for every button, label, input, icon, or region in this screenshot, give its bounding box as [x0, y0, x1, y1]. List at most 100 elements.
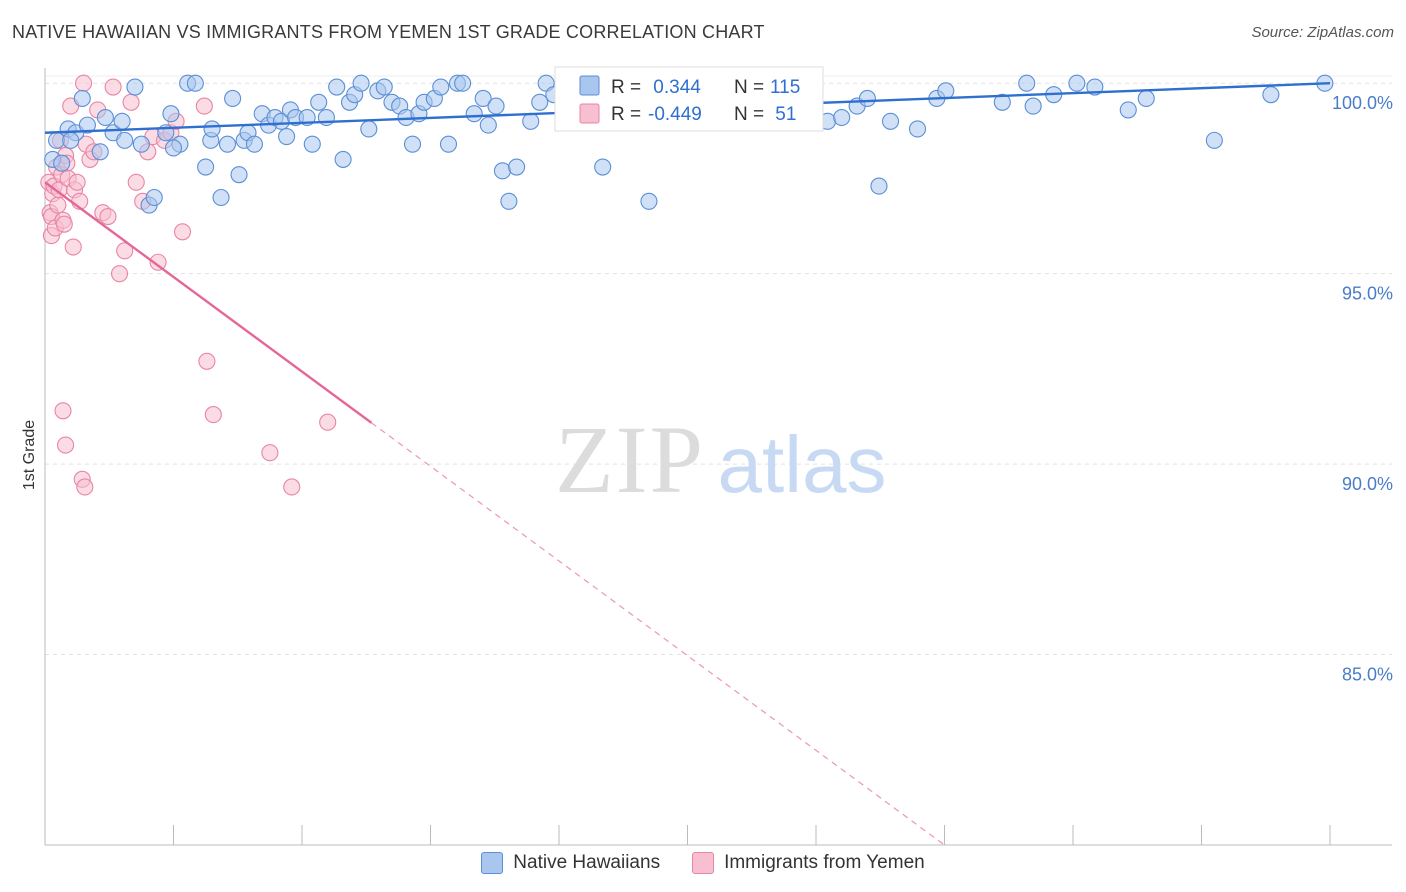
hawaiian-point-10	[116, 131, 134, 149]
yemen-point-37	[149, 253, 167, 271]
hawaiian-point-44	[352, 74, 370, 92]
hawaiian-point-64	[500, 192, 518, 210]
yemen-point-44	[204, 406, 222, 424]
hawaiian-point-75	[594, 158, 612, 176]
legend-item-immigrants-yemen: Immigrants from Yemen	[692, 852, 925, 874]
source-label: Source: ZipAtlas.com	[1251, 24, 1394, 41]
hawaiian-point-99	[937, 82, 955, 100]
hawaiian-point-2	[53, 154, 71, 172]
pink-trend-solid	[44, 181, 373, 424]
hawaiian-point-102	[1024, 97, 1042, 115]
hawaiian-point-41	[334, 150, 352, 168]
hawaiian-point-59	[465, 105, 483, 123]
gridlines	[45, 75, 1392, 656]
legend-item-native-hawaiians: Native Hawaiians	[481, 852, 660, 874]
hawaiian-point-19	[186, 74, 204, 92]
yemen-point-20	[68, 173, 86, 191]
hawaiian-point-7	[91, 143, 109, 161]
yemen-point-18	[64, 238, 82, 256]
hawaiian-point-56	[439, 135, 458, 153]
hawaiian-point-96	[881, 112, 900, 130]
hawaiian-point-8	[96, 108, 114, 127]
hawaiian-point-33	[278, 128, 296, 146]
hawaiian-point-14	[145, 188, 163, 207]
hawaiian-point-12	[132, 135, 150, 153]
hawaiian-point-16	[162, 105, 180, 123]
yemen-point-8	[49, 196, 67, 214]
hawaiian-point-58	[454, 74, 472, 92]
scatter-chart: ZIP atlas 100.0%95.0%90.0%85.0% 0.0%100.…	[21, 66, 1393, 846]
hawaiian-point-114	[203, 120, 221, 138]
hawaiian-point-22	[212, 188, 230, 207]
stats-n-label-pink: N =	[734, 104, 764, 125]
hawaiian-point-109	[1262, 86, 1280, 104]
hawaiian-point-100	[993, 93, 1011, 111]
stats-legend-box	[554, 66, 824, 132]
hawaiian-point-79	[640, 192, 658, 210]
yemen-point-33	[127, 173, 145, 191]
yemen-point-28	[99, 207, 117, 226]
hawaiian-point-25	[230, 166, 248, 184]
hawaiian-point-55	[432, 78, 450, 96]
yemen-point-51	[319, 413, 337, 431]
hawaiian-point-28	[245, 135, 264, 153]
pink-trend-dashed	[371, 422, 945, 846]
yemen-point-45	[54, 402, 72, 420]
hawaiian-point-107	[1137, 89, 1155, 108]
hawaiian-point-62	[487, 97, 505, 115]
watermark-zip: ZIP	[555, 406, 705, 513]
hawaiian-point-106	[1119, 101, 1137, 119]
hawaiian-point-67	[531, 93, 549, 111]
axes	[44, 68, 1392, 846]
hawaiian-point-45	[360, 120, 378, 138]
legend-swatch-blue	[481, 852, 504, 874]
y-tick-label-2: 90.0%	[1342, 474, 1393, 494]
stats-r-value-blue: 0.344	[648, 77, 701, 98]
hawaiian-point-113	[164, 139, 183, 157]
yemen-point-22	[75, 74, 93, 92]
hawaiian-point-51	[403, 135, 422, 153]
hawaiian-point-97	[908, 120, 927, 138]
legend-label-immigrants-yemen: Immigrants from Yemen	[724, 852, 925, 873]
hawaiian-point-63	[493, 162, 512, 180]
stats-n-label-blue: N =	[734, 77, 764, 98]
y-tick-label-1: 95.0%	[1342, 284, 1393, 304]
stats-r-label-pink: R =	[611, 104, 641, 125]
stats-r-label-blue: R =	[611, 77, 641, 98]
watermark-atlas: atlas	[718, 420, 887, 509]
yemen-point-30	[110, 265, 129, 283]
y-tick-label-3: 85.0%	[1342, 665, 1393, 685]
stats-legend: R = 0.344 N = 115 R = -0.449 N = 51	[554, 66, 824, 132]
stats-n-value-pink: 51	[770, 104, 796, 125]
hawaiian-point-108	[1205, 131, 1223, 149]
hawaiian-point-112	[113, 112, 131, 130]
yemen-point-42	[195, 97, 213, 115]
yemen-point-41	[173, 223, 192, 241]
y-axis-title: 1st Grade	[21, 420, 38, 490]
yemen-point-43	[198, 352, 216, 370]
hawaiian-point-47	[375, 78, 393, 96]
chart-title: NATIVE HAWAIIAN VS IMMIGRANTS FROM YEMEN…	[12, 22, 765, 42]
hawaiian-point-20	[197, 158, 215, 176]
yemen-point-50	[283, 478, 301, 496]
hawaiian-point-40	[328, 78, 346, 96]
hawaiian-point-6	[78, 116, 96, 134]
hawaiian-point-61	[479, 116, 497, 134]
hawaiian-point-23	[218, 135, 237, 153]
hawaiian-point-92	[833, 108, 851, 127]
legend-label-native-hawaiians: Native Hawaiians	[513, 852, 661, 873]
hawaiian-point-38	[310, 93, 328, 111]
hawaiian-point-37	[303, 135, 321, 153]
y-tick-label-0: 100.0%	[1332, 93, 1393, 113]
hawaiian-point-95	[870, 177, 888, 195]
stats-r-value-pink: -0.449	[648, 104, 702, 125]
yemen-point-49	[261, 444, 279, 462]
yemen-point-31	[116, 242, 134, 260]
y-tick-labels: 100.0% 95.0% 90.0% 85.0%	[1332, 93, 1393, 684]
hawaiian-point-111	[62, 131, 80, 149]
stats-legend-swatch-pink	[579, 103, 600, 124]
bottom-legend: Native Hawaiians Immigrants from Yemen	[0, 852, 1406, 874]
yemen-point-29	[104, 78, 122, 96]
hawaiian-point-104	[1068, 74, 1086, 92]
hawaiian-point-11	[126, 78, 144, 96]
